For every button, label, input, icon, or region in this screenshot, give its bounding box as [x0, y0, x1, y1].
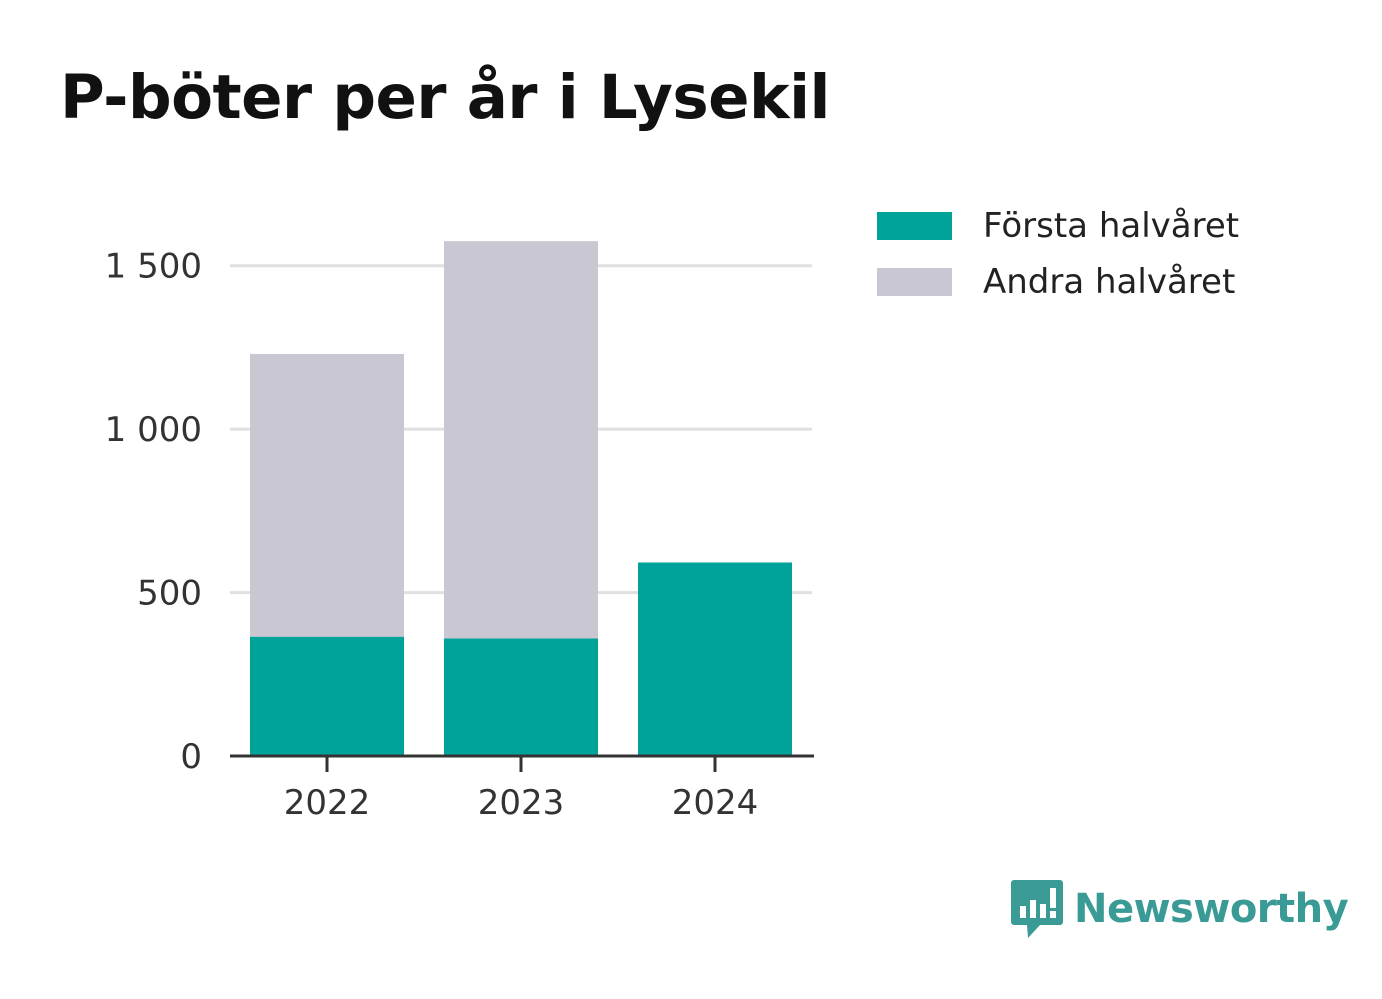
legend-item-first-half: Första halvåret [877, 198, 1239, 254]
chart-title: P-böter per år i Lysekil [60, 62, 830, 133]
legend-item-second-half: Andra halvåret [877, 254, 1239, 310]
x-tick-label: 2024 [672, 783, 759, 823]
y-tick-label: 1 500 [105, 247, 202, 287]
x-tick-label: 2022 [284, 783, 371, 823]
legend: Första halvåret Andra halvåret [877, 198, 1239, 310]
legend-label-second-half: Andra halvåret [983, 262, 1236, 302]
x-tick-label: 2023 [478, 783, 565, 823]
y-tick-label: 0 [180, 737, 202, 777]
bar-2023-first-half [444, 638, 598, 756]
brand-logo: Newsworthy [1010, 878, 1349, 940]
legend-swatch-first-half [877, 212, 952, 240]
y-tick-label: 1 000 [105, 410, 202, 450]
legend-swatch-second-half [877, 268, 952, 296]
brand-name: Newsworthy [1074, 886, 1349, 932]
legend-label-first-half: Första halvåret [983, 206, 1240, 246]
bar-2023-second-half [444, 241, 598, 639]
bar-2022-first-half [250, 636, 404, 756]
newsworthy-logo-icon [1011, 880, 1063, 938]
bar-2024-first-half [638, 562, 792, 756]
bar-2022-second-half [250, 353, 404, 637]
bar-chart: 0 500 1 000 1 500 2022 2023 2024 [105, 241, 814, 823]
y-tick-label: 500 [137, 574, 202, 614]
